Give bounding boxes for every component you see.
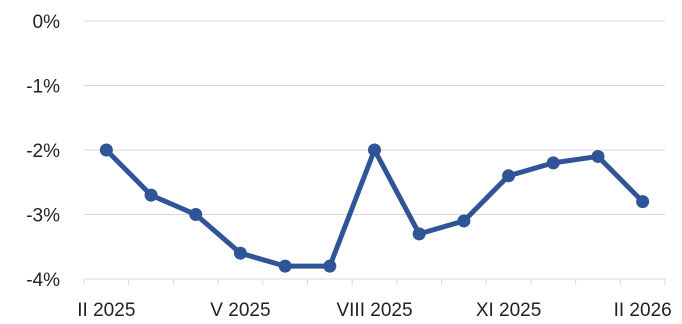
x-tick-label: V 2025 bbox=[210, 300, 270, 321]
data-point bbox=[189, 208, 203, 221]
series-layer bbox=[99, 143, 650, 273]
x-tick-label: XI 2025 bbox=[476, 300, 542, 321]
data-point bbox=[233, 246, 247, 260]
data-point bbox=[591, 149, 605, 163]
data-point bbox=[502, 169, 516, 183]
y-tick-label: -1% bbox=[26, 77, 60, 98]
y-tick-label: -2% bbox=[26, 141, 60, 162]
data-point bbox=[99, 143, 113, 157]
y-tick-label: -4% bbox=[26, 270, 60, 291]
x-tick-label: II 2025 bbox=[77, 300, 135, 321]
data-point bbox=[457, 214, 471, 228]
data-point bbox=[412, 227, 426, 241]
data-point bbox=[144, 188, 158, 202]
x-tick-label: II 2026 bbox=[614, 300, 672, 321]
x-axis-ticks bbox=[83, 279, 666, 285]
y-axis-tick-labels: 0% -1% -2% -3% -4% bbox=[26, 12, 60, 291]
x-axis-tick-labels: II 2025 V 2025 VIII 2025 XI 2025 II 2026 bbox=[77, 300, 671, 321]
y-tick-label: -3% bbox=[26, 206, 60, 227]
series-line bbox=[103, 147, 646, 269]
y-tick-label: 0% bbox=[33, 12, 61, 33]
data-point bbox=[278, 259, 292, 273]
x-tick-label: VIII 2025 bbox=[336, 300, 412, 321]
data-point bbox=[323, 259, 337, 273]
data-point bbox=[546, 156, 560, 170]
data-point bbox=[368, 143, 381, 157]
data-point bbox=[636, 195, 650, 209]
